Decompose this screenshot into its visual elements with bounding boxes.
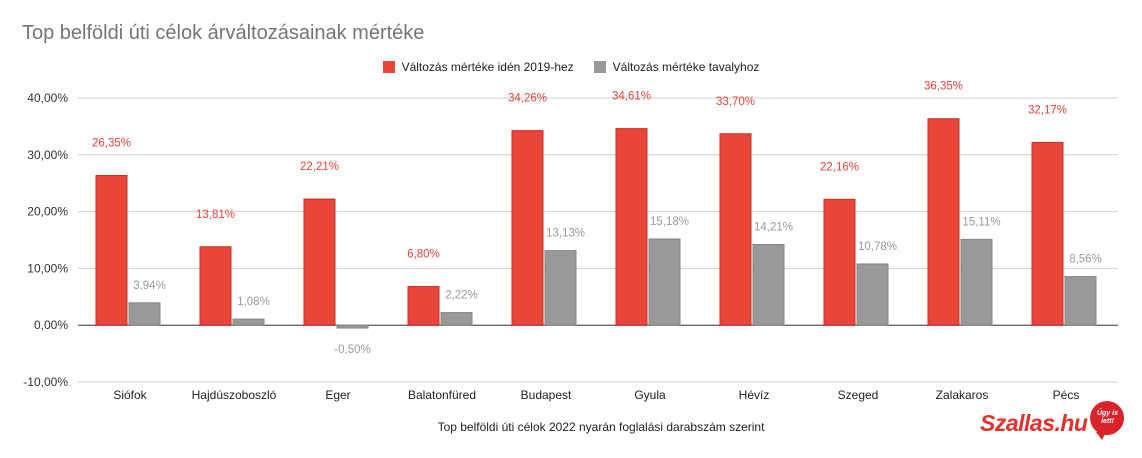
data-label: 14,21% (754, 221, 793, 233)
bar (303, 198, 336, 326)
data-label: 13,13% (546, 228, 585, 240)
data-label: 15,18% (650, 216, 689, 228)
legend-swatch-series-2 (593, 61, 606, 73)
brand-name: Szallas.hu (980, 410, 1088, 436)
x-tick-label: Hajdúszoboszló (192, 388, 277, 402)
bar (1031, 141, 1064, 326)
data-label: 33,70% (716, 96, 755, 108)
bar (648, 238, 681, 326)
legend-label-series-2: Változás mértéke tavalyhoz (612, 60, 760, 74)
legend-item-series-2[interactable]: Változás mértéke tavalyhoz (593, 60, 760, 74)
y-tick-label: 10,00% (27, 261, 68, 275)
data-label: 10,78% (858, 241, 897, 253)
bar (752, 243, 785, 326)
y-tick-label: -10,00% (23, 375, 68, 389)
bar (960, 238, 993, 326)
data-label: -0,50% (334, 344, 370, 356)
data-label: 1,08% (237, 296, 270, 308)
x-axis-title: Top belföldi úti célok 2022 nyarán fogla… (438, 420, 766, 434)
x-tick-label: Gyula (634, 388, 666, 402)
y-tick-label: 0,00% (34, 318, 68, 332)
bar (440, 312, 473, 326)
brand-badge: Úgy is lett! (1090, 400, 1125, 440)
bar (511, 130, 544, 326)
data-label: 8,56% (1069, 254, 1102, 266)
data-label: 15,11% (962, 216, 1000, 228)
data-label: 2,22% (445, 290, 478, 302)
bar (856, 263, 889, 326)
x-tick-label: Hévíz (739, 388, 770, 402)
bar (615, 128, 648, 326)
chart-title: Top belföldi úti célok árváltozásainak m… (22, 22, 425, 44)
data-label: 34,61% (612, 91, 651, 103)
x-tick-label: Pécs (1053, 388, 1080, 402)
legend-item-series-1[interactable]: Változás mértéke idén 2019-hez (382, 60, 574, 74)
bar (1064, 276, 1097, 326)
data-label: 22,21% (300, 161, 339, 173)
data-label: 13,81% (196, 209, 235, 221)
x-tick-label: Szeged (838, 388, 879, 402)
x-tick-label: Siófok (113, 388, 147, 402)
legend-swatch-series-1 (382, 61, 395, 73)
data-label: 26,35% (92, 138, 131, 150)
bar (199, 246, 232, 326)
y-tick-label: 40,00% (27, 91, 68, 105)
bar (232, 318, 265, 326)
x-tick-label: Zalakaros (936, 388, 989, 402)
x-tick-label: Eger (325, 388, 350, 402)
bar (927, 118, 960, 326)
data-label: 6,80% (407, 249, 440, 261)
data-label: 36,35% (924, 81, 963, 93)
legend: Változás mértéke idén 2019-hez Változás … (0, 60, 1142, 74)
x-tick-label: Balatonfüred (408, 388, 476, 402)
data-label: 3,94% (133, 280, 166, 292)
bar (823, 198, 856, 326)
bar (336, 324, 369, 329)
data-label: 22,16% (820, 161, 859, 173)
bar (544, 250, 577, 326)
legend-label-series-1: Változás mértéke idén 2019-hez (401, 60, 574, 74)
x-tick-label: Budapest (521, 388, 572, 402)
y-tick-label: 30,00% (27, 148, 68, 162)
bar (719, 133, 752, 326)
data-label: 32,17% (1028, 104, 1067, 116)
y-tick-label: 20,00% (27, 205, 68, 219)
brand-logo: Szallas.hu Úgy is lett! (980, 400, 1125, 440)
bar (407, 286, 440, 326)
bar (95, 175, 128, 326)
data-label: 34,26% (508, 93, 547, 105)
bar (128, 302, 161, 326)
